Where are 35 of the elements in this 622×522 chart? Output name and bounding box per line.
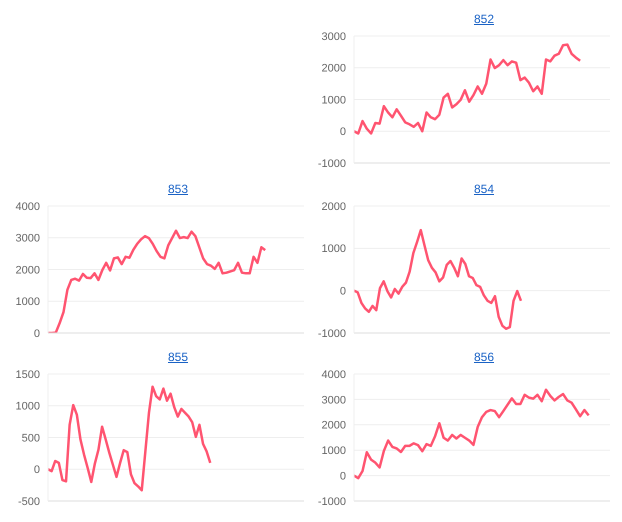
chart-title: 853 bbox=[168, 182, 188, 196]
y-tick-label: 2000 bbox=[322, 420, 346, 432]
y-tick-label: 0 bbox=[340, 286, 346, 298]
y-tick-label: 4000 bbox=[16, 200, 40, 213]
chart-title: 855 bbox=[168, 350, 188, 364]
chart-title: 854 bbox=[474, 182, 494, 196]
line-series bbox=[46, 385, 212, 492]
y-tick-label: 3000 bbox=[16, 232, 40, 245]
y-tick-label: 3000 bbox=[322, 394, 346, 406]
y-tick-label: 1000 bbox=[16, 296, 40, 308]
y-tick-label: -1000 bbox=[318, 328, 346, 340]
y-tick-label: 0 bbox=[340, 470, 346, 483]
y-tick-label: 500 bbox=[22, 432, 40, 444]
y-tick-label: 4000 bbox=[322, 368, 346, 381]
y-tick-label: 2000 bbox=[16, 264, 40, 276]
y-tick-label: 1000 bbox=[322, 445, 346, 458]
line-series bbox=[46, 230, 266, 333]
line-series bbox=[352, 388, 590, 480]
y-tick-label: 1000 bbox=[322, 243, 346, 256]
y-tick-label: -1000 bbox=[318, 496, 346, 508]
line-series bbox=[352, 228, 522, 330]
y-tick-label: 2000 bbox=[322, 200, 346, 213]
y-tick-label: -1000 bbox=[318, 158, 346, 170]
y-tick-label: 2000 bbox=[322, 62, 346, 75]
y-tick-label: 1000 bbox=[322, 94, 346, 106]
y-tick-label: 0 bbox=[34, 464, 40, 476]
y-tick-label: 0 bbox=[34, 328, 40, 340]
y-tick-label: -500 bbox=[18, 496, 40, 508]
y-tick-label: 1000 bbox=[16, 400, 40, 413]
y-tick-label: 1500 bbox=[16, 368, 40, 381]
chart-title: 852 bbox=[474, 12, 494, 26]
chart-title: 856 bbox=[474, 350, 494, 364]
y-tick-label: 3000 bbox=[322, 30, 346, 43]
line-series bbox=[352, 43, 582, 135]
y-tick-label: 0 bbox=[340, 126, 346, 138]
